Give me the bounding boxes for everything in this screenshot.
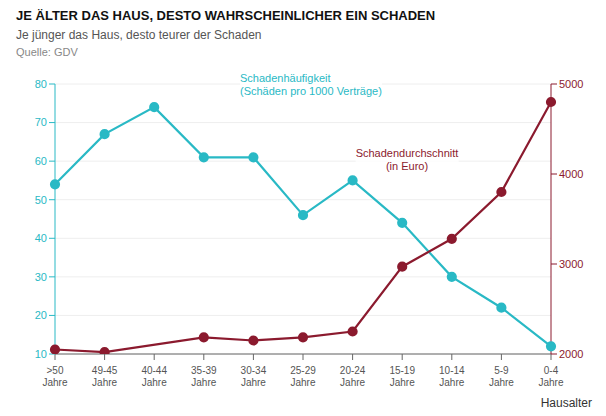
svg-text:50: 50	[35, 194, 47, 206]
svg-text:10: 10	[35, 348, 47, 360]
html-text:JE ÄLTER DAS HAUS, DESTO WAHRS: JE ÄLTER DAS HAUS, DESTO WAHRSCHEINLICHE…	[16, 8, 436, 23]
html-text:Je jünger das Haus, desto teur: Je jünger das Haus, desto teurer der Sch…	[16, 28, 262, 42]
svg-text:25-29Jahre: 25-29Jahre	[290, 365, 316, 388]
svg-text:10-14Jahre: 10-14Jahre	[439, 365, 465, 388]
svg-text:49-45Jahre: 49-45Jahre	[92, 365, 118, 388]
svg-text:20-24Jahre: 20-24Jahre	[340, 365, 366, 388]
svg-text:30-34Jahre: 30-34Jahre	[241, 365, 267, 388]
svg-text:5-9Jahre: 5-9Jahre	[489, 365, 514, 388]
svg-text:5000: 5000	[559, 78, 583, 90]
html-text:Hausalter: Hausalter	[540, 396, 592, 410]
svg-text:70: 70	[35, 116, 47, 128]
svg-text:15-19Jahre: 15-19Jahre	[389, 365, 415, 388]
svg-text:30: 30	[35, 271, 47, 283]
svg-text:2000: 2000	[559, 348, 583, 360]
html-text:Quelle: GDV: Quelle: GDV	[16, 46, 78, 58]
html-text:Schadenhäufigkeit (Schäden pro: Schadenhäufigkeit (Schäden pro 1000 Vert…	[240, 72, 382, 97]
svg-text:40: 40	[35, 232, 47, 244]
svg-text:80: 80	[35, 78, 47, 90]
svg-text:3000: 3000	[559, 258, 583, 270]
svg-text:4000: 4000	[559, 168, 583, 180]
svg-text:40-44Jahre: 40-44Jahre	[141, 365, 167, 388]
svg-text:35-39Jahre: 35-39Jahre	[191, 365, 217, 388]
html-text:Schadendurchschnitt (in Euro): Schadendurchschnitt (in Euro)	[355, 147, 459, 172]
svg-text:20: 20	[35, 309, 47, 321]
svg-text:0-4Jahre: 0-4Jahre	[538, 365, 563, 388]
svg-text:60: 60	[35, 155, 47, 167]
svg-text:>50Jahre: >50Jahre	[42, 365, 67, 388]
